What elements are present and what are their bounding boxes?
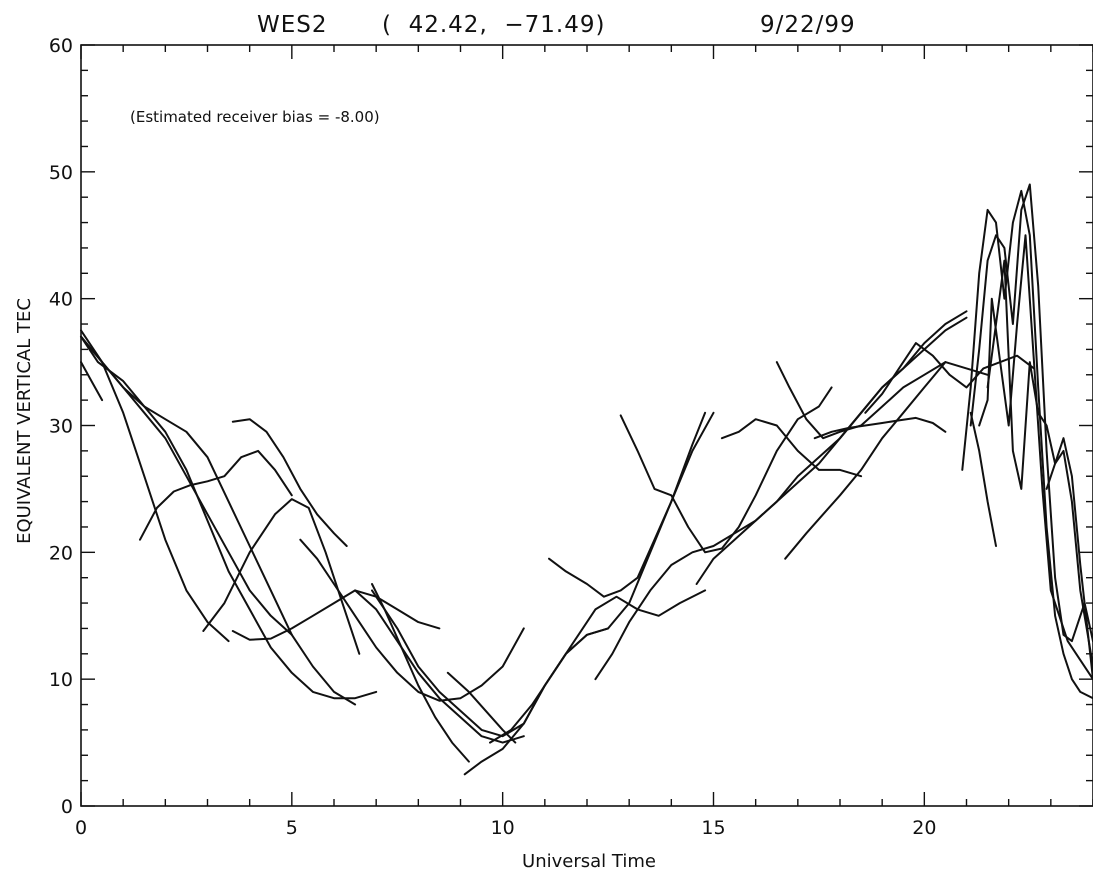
tec-curve-24	[813, 416, 947, 440]
x-tick-label: 5	[286, 817, 298, 839]
tec-curve-15	[463, 411, 707, 776]
axes: 0 5 10 15 20 0 10 20 30 40 50 60	[49, 35, 1093, 839]
tec-curve-30	[969, 411, 997, 547]
data-curves	[80, 183, 1093, 776]
tec-curve-26	[961, 189, 1093, 700]
x-axis-title: Universal Time	[522, 851, 656, 872]
chart-title-date: 9/22/99	[760, 12, 856, 38]
tec-curve-5	[80, 361, 104, 402]
tec-curve-1	[80, 329, 230, 643]
y-axis-title: EQUIVALENT VERTICAL TEC	[14, 298, 35, 544]
tec-curve-27	[969, 183, 1093, 643]
tec-curve-9	[231, 589, 441, 641]
tec-curve-31	[1045, 449, 1093, 668]
tec-curve-25	[864, 342, 1035, 414]
tec-curve-17	[548, 411, 715, 598]
chart-title-station: WES2	[257, 12, 328, 38]
x-tick-label: 0	[75, 817, 87, 839]
y-tick-label: 40	[49, 289, 73, 311]
tec-curve-8	[202, 498, 361, 655]
plot-frame	[80, 44, 1093, 807]
tec-curve-18	[619, 386, 833, 554]
tec-curve-21	[720, 418, 863, 478]
tec-curve-14	[446, 671, 517, 744]
tec-curve-23	[784, 361, 947, 560]
bias-annotation: (Estimated receiver bias = -8.00)	[130, 108, 380, 126]
y-tick-label: 60	[49, 35, 73, 57]
y-tick-label: 10	[49, 669, 73, 691]
tec-curve-29	[986, 259, 1093, 681]
y-tick-label: 50	[49, 162, 73, 184]
tec-curve-3	[80, 335, 378, 700]
tec-curve-10	[299, 538, 525, 702]
tec-curve-12	[354, 589, 525, 744]
y-tick-label: 20	[49, 542, 73, 564]
x-tick-label: 15	[701, 817, 725, 839]
x-tick-label: 10	[491, 817, 515, 839]
tec-curve-6	[139, 449, 293, 541]
y-tick-label: 0	[61, 796, 73, 818]
tec-curve-7	[231, 418, 348, 547]
chart-title-coords: ( 42.42, −71.49)	[382, 12, 606, 38]
x-tick-label: 20	[912, 817, 936, 839]
tec-curve-16	[489, 589, 707, 744]
tec-curve-4	[80, 335, 357, 706]
tec-curve-22	[775, 361, 989, 440]
tec-curve-28	[978, 234, 1093, 681]
y-tick-label: 30	[49, 416, 73, 438]
